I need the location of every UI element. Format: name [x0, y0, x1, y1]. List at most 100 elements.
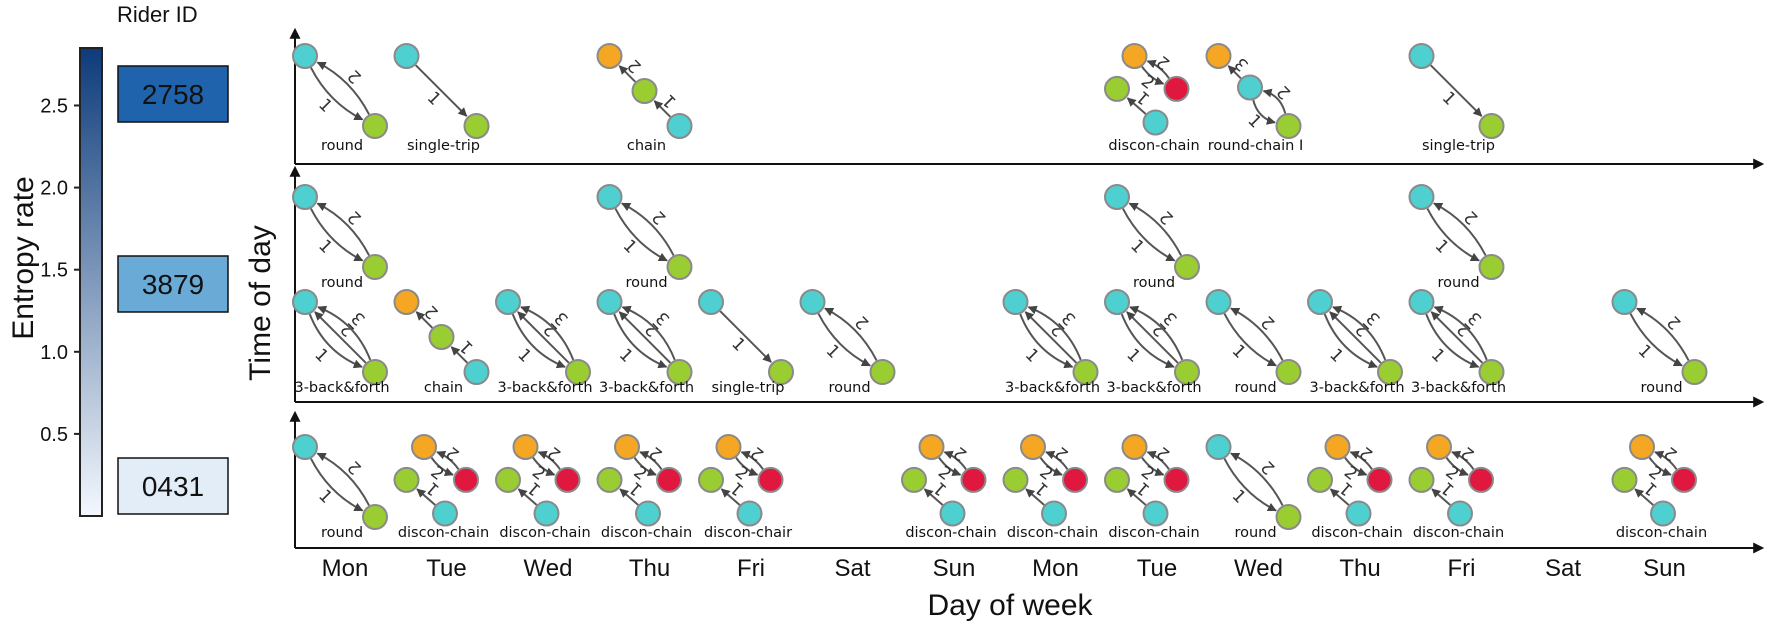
motif-edge	[719, 310, 772, 363]
motif-edge	[1654, 450, 1678, 470]
location-node	[1681, 359, 1708, 385]
location-node	[1121, 434, 1148, 460]
day-tick-label: Thu	[1339, 555, 1380, 582]
location-node	[918, 434, 945, 460]
colorbar-tick-label: 2.0	[40, 178, 68, 200]
day-tick-label: Tue	[426, 555, 466, 582]
location-node	[292, 43, 318, 69]
motif-label: discon-chain	[1413, 525, 1504, 541]
motif-edge	[415, 311, 434, 329]
motif-edge	[633, 457, 657, 477]
day-tick-label: Sun	[1643, 555, 1686, 582]
day-tick-label: Tue	[1137, 555, 1177, 582]
motif-label: discon-chain	[1311, 525, 1402, 541]
motif-edge	[614, 208, 668, 262]
rider-id-label: 3879	[142, 269, 204, 300]
motif-edge	[1431, 488, 1451, 506]
edge-order-label: 2	[950, 442, 971, 464]
edge-order-label: 2	[1356, 442, 1377, 464]
location-node	[1142, 500, 1169, 527]
edge-order-label: 2	[1460, 206, 1482, 228]
location-node	[1478, 254, 1505, 280]
location-node	[1275, 359, 1302, 385]
motif-edge	[430, 457, 454, 477]
day-tick-label: Wed	[1234, 555, 1283, 582]
location-node	[1408, 466, 1435, 493]
edge-order-label: 2	[648, 206, 670, 228]
location-node	[631, 78, 658, 104]
location-node	[1629, 434, 1655, 460]
motif-edge	[1039, 457, 1063, 477]
location-node	[596, 184, 623, 210]
motif-label: round-chain I	[1208, 138, 1303, 154]
motif-edge	[1230, 452, 1284, 506]
rider-id-label: 0431	[142, 471, 204, 502]
y-axis-title: Time of day	[244, 225, 277, 381]
location-node	[1324, 434, 1351, 460]
motif-label: round	[828, 380, 870, 396]
motif-edge	[824, 307, 878, 361]
location-node	[596, 43, 623, 69]
edge-order-label: 2	[1257, 456, 1279, 478]
location-node	[428, 324, 455, 350]
motif-edge	[1227, 65, 1242, 80]
edge-order-label: 1	[1122, 345, 1144, 367]
motif-label: 3-back&forth	[294, 380, 389, 396]
motif-edge	[618, 311, 672, 364]
colorbar-label: Entropy rate	[7, 176, 40, 339]
motif-label: round	[321, 275, 363, 291]
colorbar-tick-label: 2.5	[40, 95, 68, 117]
edge-order-label: 1	[456, 336, 478, 358]
location-node	[1237, 74, 1263, 101]
motif-edge	[621, 305, 676, 361]
motif-edge	[923, 488, 944, 506]
motif-label: discon-chair	[704, 525, 792, 541]
location-node	[1671, 466, 1697, 493]
motif-edge	[537, 450, 561, 470]
location-node	[939, 500, 966, 527]
motif-edge	[316, 61, 370, 115]
location-node	[698, 466, 724, 493]
motif-label: round	[321, 138, 363, 154]
colorbar-tick-label: 1.0	[40, 342, 68, 364]
motif-edge	[1223, 458, 1277, 512]
edge-order-label: 1	[1228, 341, 1250, 363]
day-tick-label: Sat	[1545, 555, 1581, 582]
motif-edge	[1332, 305, 1387, 361]
location-node	[666, 113, 693, 139]
motif-label: discon-chain	[1616, 525, 1707, 541]
location-node	[1205, 289, 1232, 315]
motif-glyphs: 12round1single-trip12chain221discon-chai…	[292, 43, 1708, 541]
edge-order-label: 1	[1126, 236, 1148, 258]
location-node	[393, 43, 420, 69]
motif-label: round	[1234, 380, 1276, 396]
edge-order-label: 1	[1031, 477, 1052, 499]
rider-id-legend: Rider ID 2758 3879 0431	[117, 2, 229, 515]
location-node	[292, 289, 318, 315]
location-node	[1345, 500, 1372, 527]
motif-edge	[740, 450, 764, 470]
motif-edge	[1445, 457, 1469, 477]
motif-edge	[1126, 488, 1147, 506]
motif-edge	[621, 202, 675, 256]
location-node	[1307, 466, 1333, 493]
motif-round: 12 round	[292, 43, 388, 154]
location-node	[768, 359, 794, 385]
location-node	[1275, 504, 1302, 530]
location-node	[1366, 466, 1393, 493]
location-node	[1611, 289, 1638, 315]
motif-label: 3-back&forth	[599, 380, 694, 396]
location-node	[1275, 113, 1302, 139]
edge-order-label: 1	[1244, 111, 1266, 133]
location-node	[393, 289, 420, 315]
location-node	[1020, 434, 1046, 460]
location-node	[1205, 43, 1232, 69]
motif-single-trip: 1 single-trip	[393, 43, 490, 154]
location-node	[362, 504, 388, 530]
motif-edge	[310, 67, 364, 121]
motif-label: round	[1234, 525, 1276, 541]
motif-edge	[613, 313, 668, 369]
motif-edge	[310, 458, 364, 512]
